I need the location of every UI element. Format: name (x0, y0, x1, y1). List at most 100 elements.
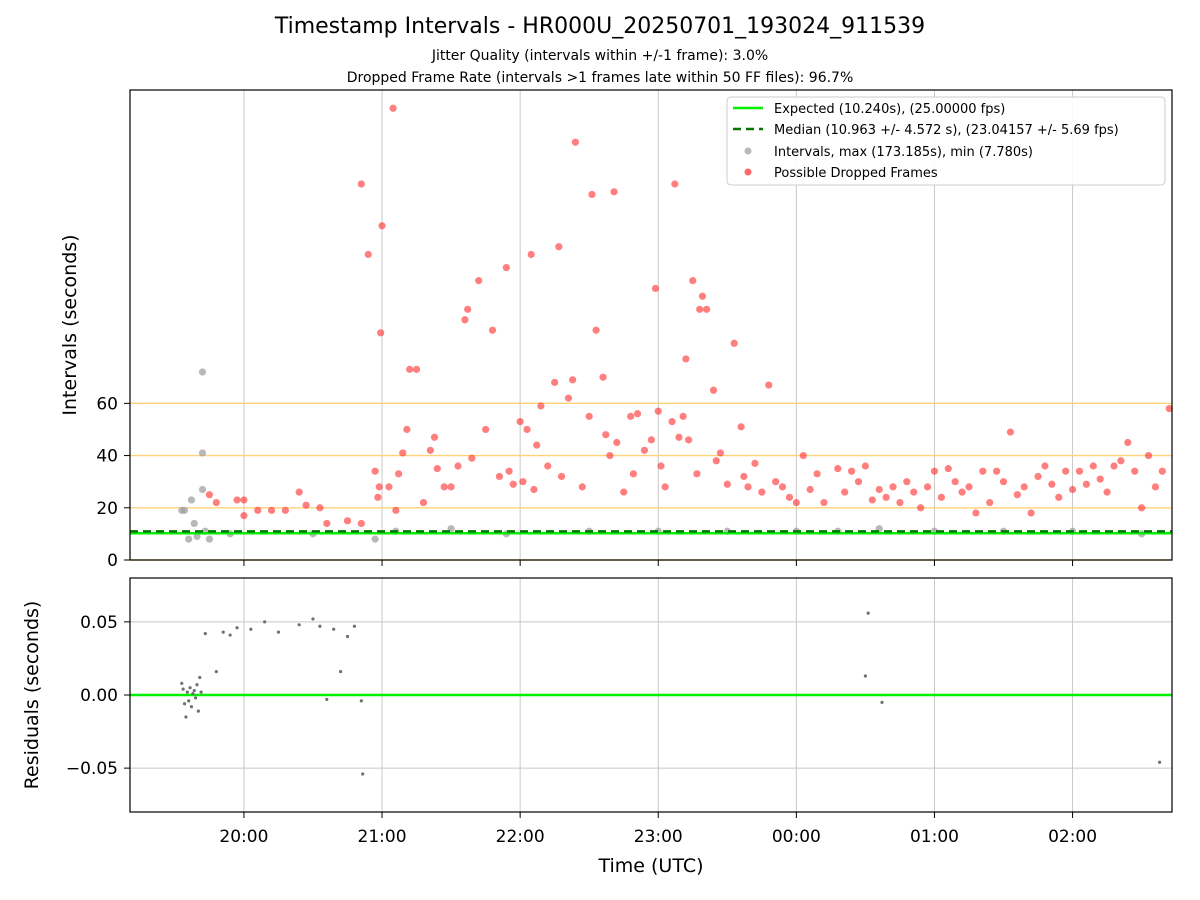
dropped-frame-point (523, 425, 531, 434)
dropped-frame-point (1131, 467, 1139, 475)
residual-point (199, 690, 203, 694)
dropped-frame-point (374, 493, 382, 501)
dropped-frame-point (1089, 462, 1097, 470)
dropped-frame-point (544, 462, 552, 470)
dropped-frame-point (599, 373, 607, 381)
residual-point (866, 611, 870, 615)
legend-box (726, 96, 1166, 186)
dropped-frame-point (592, 326, 600, 334)
residual-point (180, 681, 184, 685)
dropped-frame-point (357, 519, 365, 528)
dropped-frame-point (585, 412, 593, 420)
dropped-frame-point (882, 493, 890, 501)
dropped-frame-point (440, 483, 448, 491)
residual-point (189, 705, 194, 709)
dropped-frame-point (1151, 483, 1160, 491)
dropped-frame-point (965, 483, 973, 491)
dropped-frame-point (693, 470, 701, 478)
x-tick-label: 23:00 (634, 827, 683, 847)
dropped-frame-point (896, 498, 904, 507)
residual-point (221, 630, 225, 634)
dropped-frame-point (378, 222, 386, 230)
dropped-frame-point (205, 491, 214, 499)
dropped-frame-point (1124, 438, 1132, 447)
interval-point (180, 506, 189, 514)
dropped-frame-point (392, 506, 400, 514)
dropped-frame-point (1048, 480, 1056, 488)
dropped-frame-point (233, 496, 241, 504)
interval-point (190, 519, 198, 528)
residual-point (352, 624, 357, 628)
dropped-frame-point (696, 305, 704, 313)
dropped-frame-point (679, 412, 687, 420)
dropped-frame-point (1027, 509, 1035, 517)
residual-point (203, 631, 207, 636)
residual-point (182, 702, 187, 706)
dropped-frame-point (454, 462, 462, 470)
dropped-frame-point (464, 305, 472, 313)
residual-point (311, 617, 315, 621)
intervals-y-tick-label: 40 (96, 447, 118, 467)
x-tick-label: 21:00 (358, 827, 407, 847)
residuals-panel: −0.05 0.00 0.05 20:00 21:00 22:00 23:00 00:00 0… (21, 577, 1173, 877)
dropped-frame-point (533, 441, 541, 449)
dropped-frame-point (951, 478, 959, 486)
residual-point (193, 696, 198, 700)
intervals-y-tick-label: 0 (107, 551, 118, 571)
residual-point (196, 709, 200, 713)
dropped-frame-point (1062, 467, 1070, 475)
dropped-frame-point (1034, 472, 1042, 481)
interval-point (205, 535, 214, 543)
residual-point (188, 686, 192, 690)
dropped-frame-point (993, 467, 1001, 475)
dropped-frame-point (937, 493, 945, 501)
dropped-frame-point (1103, 488, 1111, 496)
dropped-frame-point (447, 483, 455, 491)
residual-point (276, 630, 281, 634)
dropped-frame-point (930, 467, 939, 475)
legend-intervals-marker (744, 147, 752, 155)
x-tick-label: 02:00 (1048, 827, 1097, 847)
interval-point (198, 368, 207, 376)
dropped-frame-point (606, 451, 614, 460)
intervals-y-axis-label: Intervals (seconds) (59, 234, 81, 415)
dropped-frame-point (240, 496, 248, 504)
residual-point (880, 700, 884, 704)
legend-dropped-label: Possible Dropped Frames (774, 166, 938, 181)
intervals-x-ticks (243, 560, 1074, 566)
dropped-frame-point (889, 483, 897, 491)
residual-point (184, 715, 188, 719)
dropped-frame-point (868, 496, 876, 504)
intervals-y-tick-label: 20 (96, 499, 118, 519)
dropped-frame-point (730, 339, 738, 347)
residual-point (181, 687, 185, 691)
intervals-plot-frame (129, 89, 1173, 561)
dropped-frame-point (419, 498, 428, 507)
dropped-frame-point (527, 250, 535, 259)
residual-point (249, 627, 253, 631)
residual-points (180, 611, 1162, 776)
residual-point (191, 691, 195, 696)
interval-point (185, 535, 193, 543)
interval-point (371, 535, 379, 543)
dropped-frame-point (343, 517, 352, 525)
dropped-frame-point (737, 423, 745, 431)
x-tick-label: 22:00 (496, 827, 545, 847)
dropped-frame-point (1165, 404, 1173, 413)
dropped-frame-point (519, 478, 527, 486)
dropped-frame-point (647, 436, 655, 444)
dropped-frame-point (740, 472, 748, 481)
dropped-frame-point (316, 504, 324, 512)
dropped-frame-point (682, 355, 690, 363)
residual-point (214, 670, 218, 674)
dropped-frame-point (979, 467, 987, 475)
dropped-frame-point (1110, 462, 1118, 470)
dropped-frame-point (385, 483, 393, 491)
dropped-frame-point (671, 180, 679, 188)
interval-point (198, 485, 207, 494)
dropped-frame-point (430, 433, 439, 441)
dropped-frame-point (1068, 485, 1077, 494)
residual-point (192, 689, 196, 693)
x-axis-label: Time (UTC) (597, 855, 703, 877)
